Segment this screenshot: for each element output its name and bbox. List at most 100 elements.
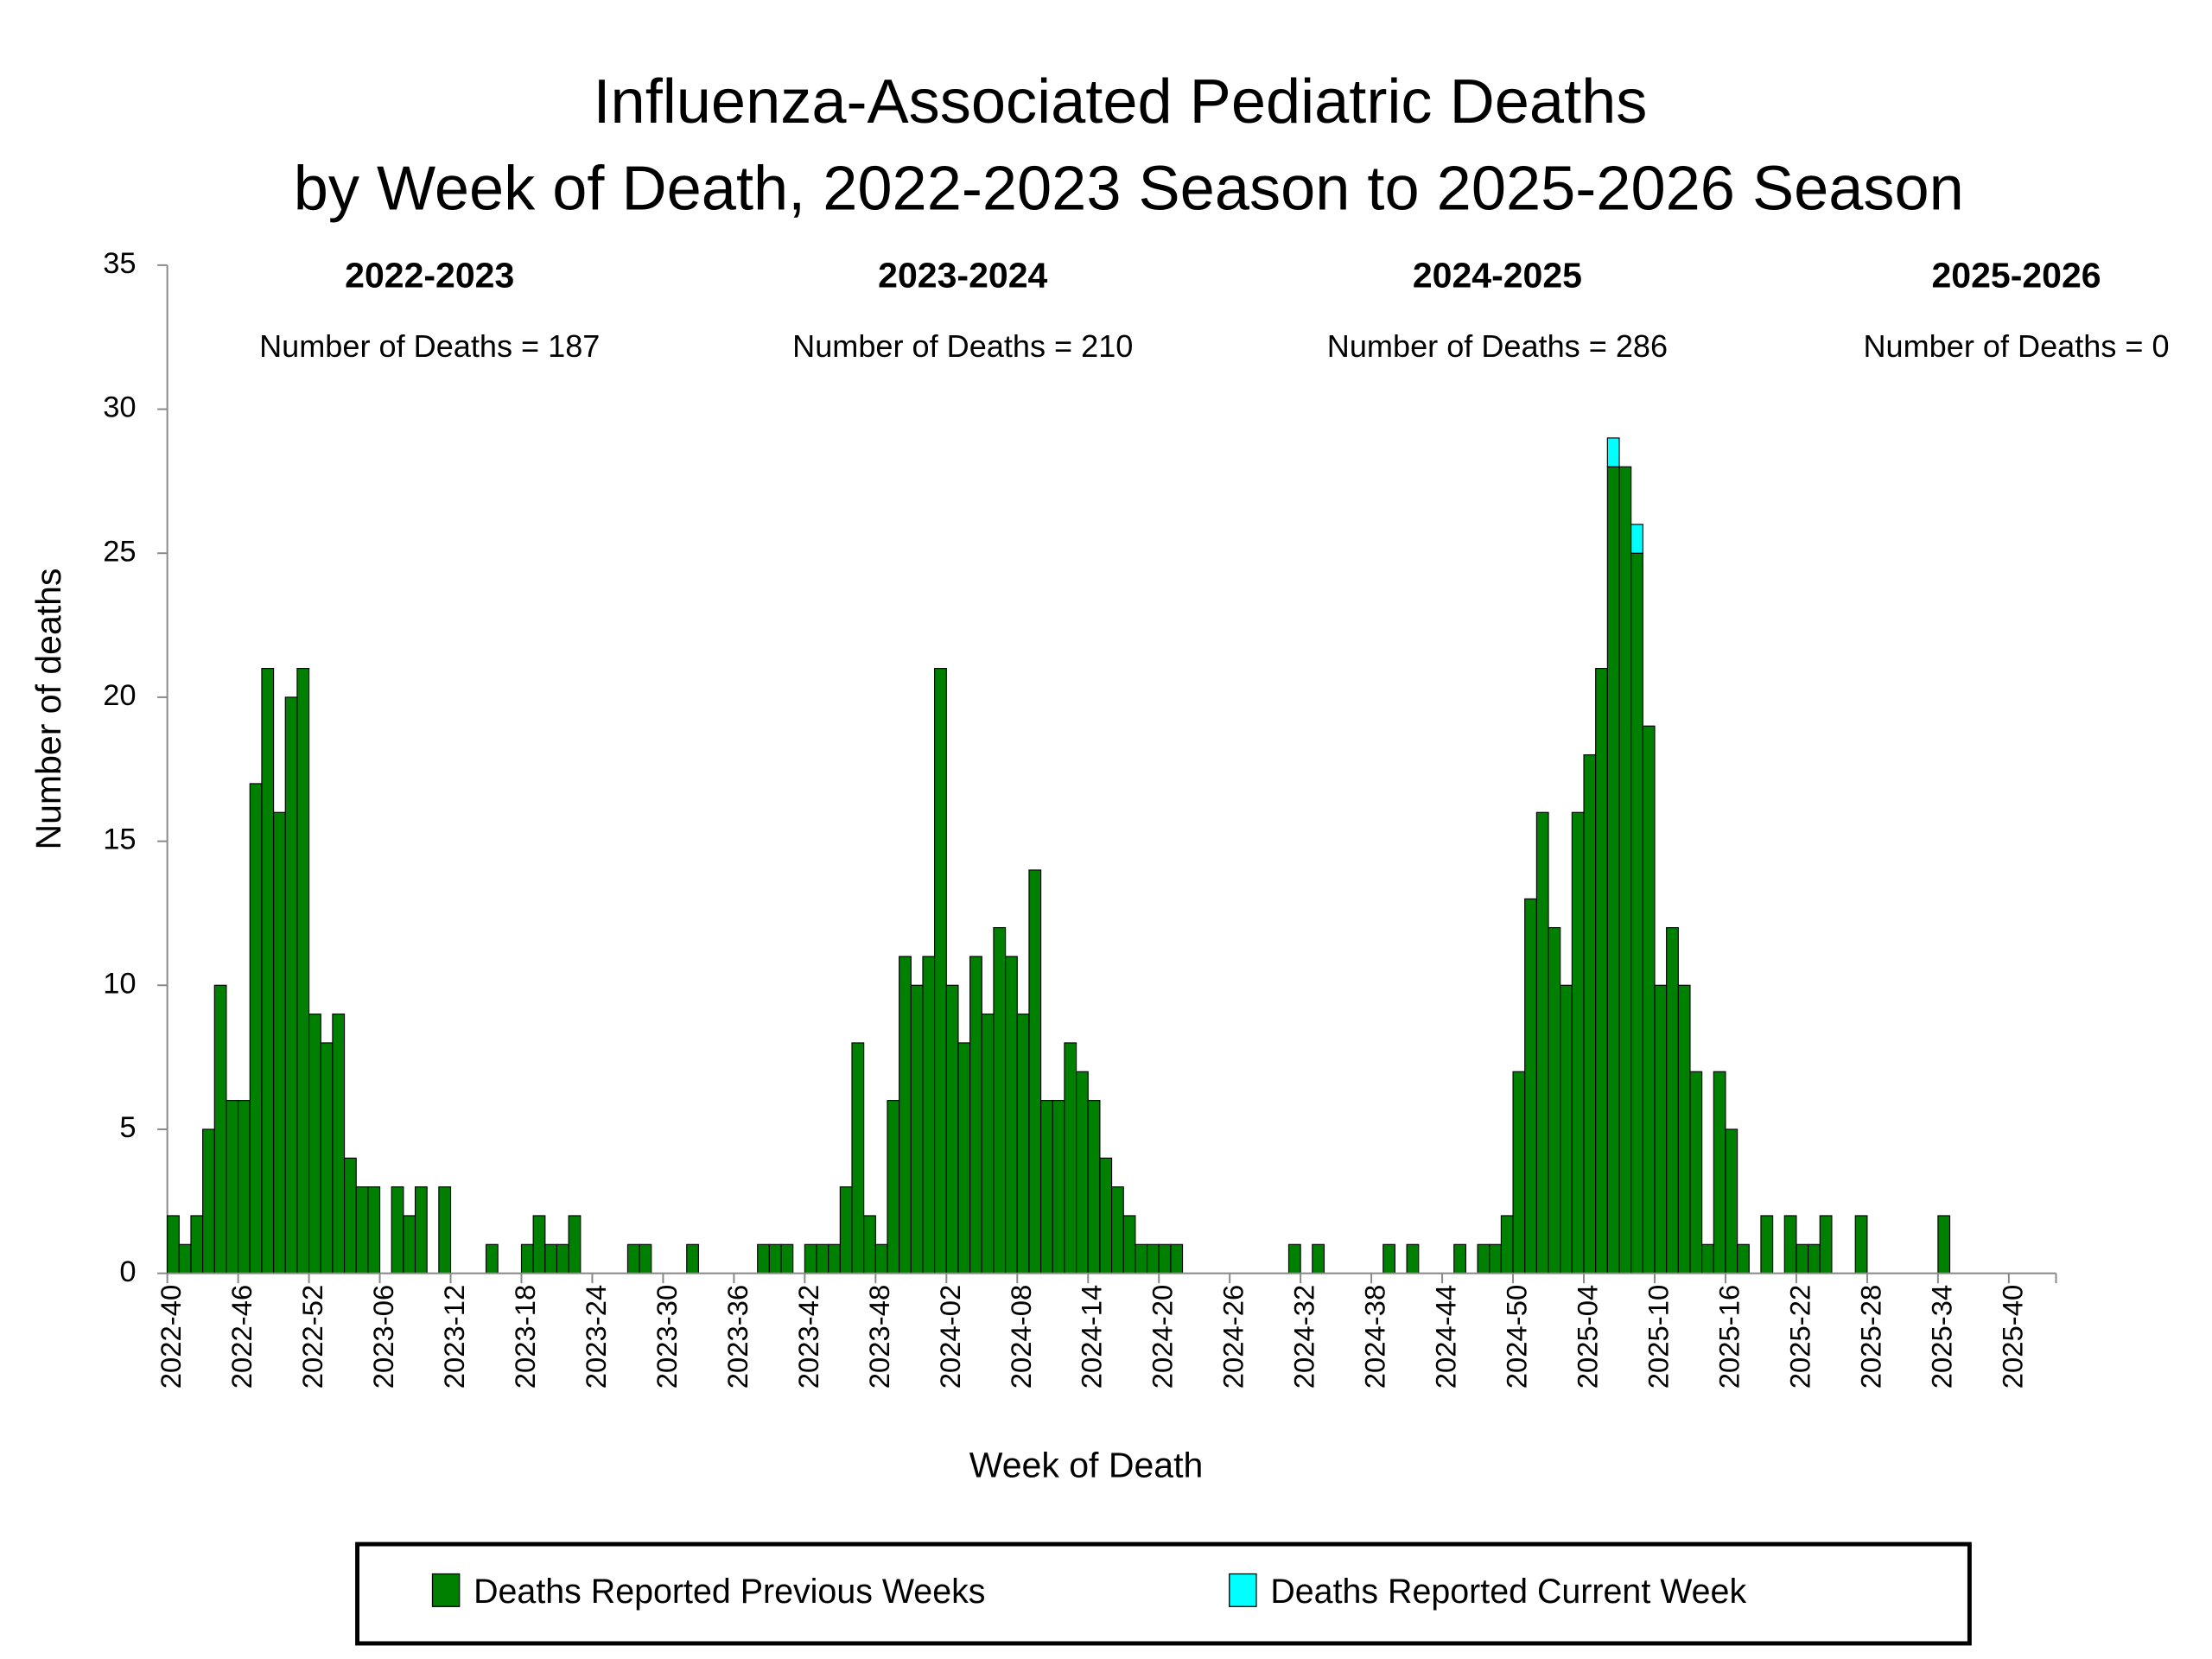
x-tick-label: 2023-48 xyxy=(863,1285,895,1389)
chart-title: Influenza-Associated Pediatric Deaths xyxy=(593,67,1647,137)
bar xyxy=(1087,1100,1101,1274)
bar xyxy=(1937,1215,1951,1274)
bar xyxy=(768,1243,782,1274)
bar xyxy=(945,984,959,1274)
x-tick-label: 2024-08 xyxy=(1005,1285,1037,1389)
bar xyxy=(1489,1243,1502,1274)
x-tick-label: 2025-10 xyxy=(1642,1285,1674,1389)
bar xyxy=(1737,1243,1750,1274)
x-tick-label: 2023-36 xyxy=(721,1285,753,1389)
bar xyxy=(1713,1071,1726,1274)
legend-label: Deaths Reported Current Week xyxy=(1270,1573,1746,1611)
bar xyxy=(1064,1042,1077,1274)
y-tick-label: 25 xyxy=(103,535,136,568)
bar xyxy=(1548,927,1561,1274)
bar xyxy=(1158,1243,1172,1274)
x-tick-label: 2025-40 xyxy=(1996,1285,2028,1389)
x-tick-label: 2025-28 xyxy=(1854,1285,1886,1389)
x-tick-label: 2024-50 xyxy=(1501,1285,1533,1389)
x-tick-label: 2022-40 xyxy=(155,1285,187,1389)
bar xyxy=(403,1215,416,1274)
bar xyxy=(226,1100,239,1274)
bar xyxy=(556,1243,569,1274)
x-tick-label: 2023-42 xyxy=(792,1285,824,1389)
bar xyxy=(816,1243,830,1274)
bar xyxy=(1571,811,1585,1274)
bar xyxy=(1016,1014,1030,1274)
bar xyxy=(1477,1243,1491,1274)
season-label: 2025-2026 xyxy=(1931,255,2101,295)
bar xyxy=(320,1042,334,1274)
y-tick-label: 10 xyxy=(103,967,136,1000)
bar xyxy=(308,1014,321,1274)
bar xyxy=(284,696,298,1274)
bar xyxy=(851,1042,865,1274)
bar xyxy=(438,1186,452,1274)
bar xyxy=(639,1243,652,1274)
bar xyxy=(544,1243,558,1274)
bar xyxy=(934,668,947,1274)
bar xyxy=(839,1186,853,1274)
bar xyxy=(391,1186,404,1274)
bar xyxy=(1146,1243,1160,1274)
y-tick-label: 15 xyxy=(103,823,136,856)
bar xyxy=(1725,1128,1738,1274)
bar xyxy=(1666,927,1679,1274)
legend-box xyxy=(355,1541,1972,1646)
bar xyxy=(1535,811,1549,1274)
bar xyxy=(485,1243,499,1274)
x-tick-label: 2025-16 xyxy=(1713,1285,1745,1389)
bar xyxy=(1406,1243,1420,1274)
bar xyxy=(1312,1243,1325,1274)
bar xyxy=(804,1243,817,1274)
x-tick-label: 2025-22 xyxy=(1783,1285,1815,1389)
x-tick-label: 2024-02 xyxy=(934,1285,966,1389)
x-tick-label: 2023-24 xyxy=(580,1285,612,1389)
bar xyxy=(969,956,982,1274)
bar xyxy=(332,1014,346,1274)
bar xyxy=(273,811,286,1274)
bar xyxy=(1453,1243,1466,1274)
bar xyxy=(626,1243,640,1274)
bar xyxy=(1382,1243,1396,1274)
bar xyxy=(213,984,227,1274)
bar xyxy=(1583,754,1597,1274)
season-count: Number of Deaths = 210 xyxy=(792,328,1133,364)
bar xyxy=(1630,552,1643,1274)
x-tick-label: 2025-04 xyxy=(1572,1285,1604,1389)
bar xyxy=(238,1100,251,1274)
y-tick-label: 35 xyxy=(103,247,136,280)
bar xyxy=(202,1128,215,1274)
bar xyxy=(1076,1071,1089,1274)
bar xyxy=(899,956,912,1274)
bar xyxy=(1512,1071,1526,1274)
bar xyxy=(249,783,263,1274)
x-tick-label: 2024-14 xyxy=(1076,1285,1108,1389)
bar xyxy=(355,1186,369,1274)
bar xyxy=(1783,1215,1797,1274)
x-tick-label: 2025-34 xyxy=(1925,1285,1957,1389)
x-tick-label: 2024-20 xyxy=(1147,1285,1179,1389)
bar xyxy=(757,1243,770,1274)
x-tick-label: 2023-18 xyxy=(509,1285,541,1389)
bar xyxy=(1560,984,1573,1274)
bar xyxy=(1099,1157,1113,1274)
y-tick-label: 0 xyxy=(119,1255,136,1288)
bar xyxy=(981,1014,995,1274)
bar xyxy=(1287,1243,1301,1274)
bar xyxy=(167,1215,180,1274)
x-axis-label: Week of Death xyxy=(969,1445,1204,1484)
bar xyxy=(1677,984,1691,1274)
bar xyxy=(1689,1071,1703,1274)
y-tick-label: 20 xyxy=(103,679,136,712)
bar xyxy=(910,984,924,1274)
season-label: 2024-2025 xyxy=(1413,255,1582,295)
bar xyxy=(532,1215,546,1274)
bar xyxy=(1005,956,1018,1274)
bar xyxy=(1122,1215,1136,1274)
bar xyxy=(414,1186,428,1274)
bar xyxy=(1701,1243,1714,1274)
bar xyxy=(261,668,275,1274)
